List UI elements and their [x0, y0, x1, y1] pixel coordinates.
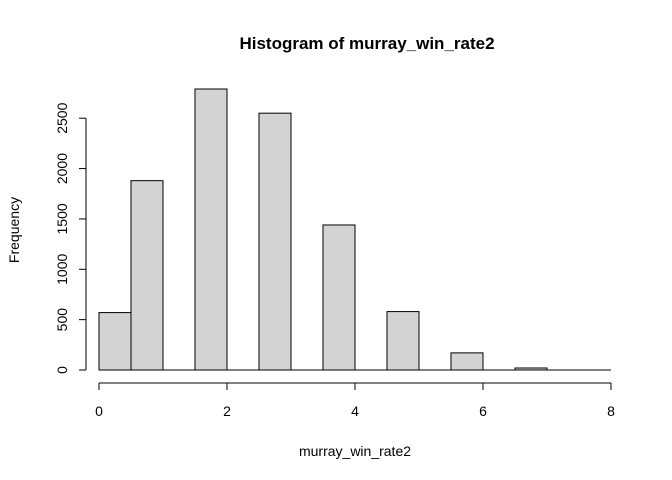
histogram-bar-5	[258, 112, 292, 371]
x-axis: 0 2 4 6 8	[95, 382, 615, 419]
histogram-bar-3	[194, 88, 228, 371]
y-tick-label-4: 2000	[54, 153, 70, 184]
y-tick-label-2: 1000	[54, 254, 70, 285]
chart-title: Histogram of murray_win_rate2	[239, 34, 494, 53]
y-tick-label-0: 0	[54, 366, 70, 374]
histogram-bar-1	[130, 180, 164, 371]
y-tick-label-3: 1500	[54, 203, 70, 234]
x-tick-label-3: 6	[479, 403, 487, 419]
histogram-bar-11	[450, 352, 484, 371]
x-tick-label-1: 2	[223, 403, 231, 419]
y-axis: 0 500 1000 1500 2000 2500	[54, 102, 87, 374]
x-tick-label-4: 8	[607, 403, 615, 419]
histogram-bar-0	[98, 312, 132, 371]
x-axis-label: murray_win_rate2	[299, 443, 411, 459]
y-tick-label-1: 500	[54, 308, 70, 332]
y-axis-label: Frequency	[6, 197, 22, 263]
y-tick-label-5: 2500	[54, 102, 70, 133]
x-tick-label-0: 0	[95, 403, 103, 419]
histogram-bar-13	[514, 367, 548, 371]
histogram-bar-7	[322, 224, 356, 371]
x-tick-label-2: 4	[351, 403, 359, 419]
bars-group	[98, 88, 611, 371]
histogram-bar-9	[386, 311, 420, 371]
